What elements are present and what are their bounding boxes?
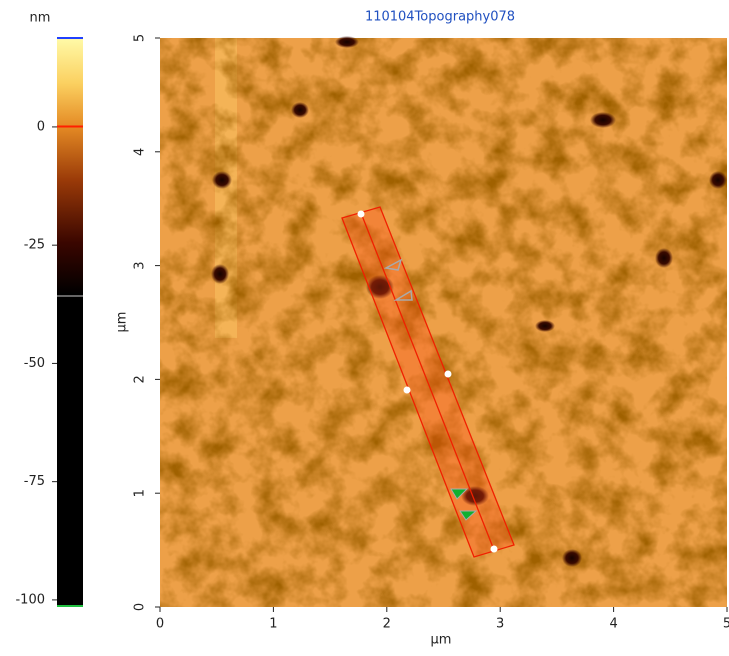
y-tick-label: 5 <box>133 34 148 42</box>
image <box>160 36 727 607</box>
x-tick-label: 2 <box>383 617 391 632</box>
x-tick-label: 1 <box>269 617 277 632</box>
y-tick-label: 4 <box>133 148 148 156</box>
chart-title: 110104Topography078 <box>365 10 515 25</box>
x-tick-label: 5 <box>723 617 729 632</box>
colorbar-tick-label: -75 <box>24 474 45 489</box>
chart: 110104Topography078 nm µm µm 0 1 2 3 4 5 0 1 2 3 4… <box>0 0 729 652</box>
y-axis-label: µm <box>115 312 130 333</box>
x-tick-label: 0 <box>156 617 164 632</box>
colorbar-tick-label: -100 <box>15 592 45 607</box>
x-tick-label: 4 <box>609 617 617 632</box>
colorbar-tick-label: -50 <box>24 356 45 371</box>
colorbar-tick-label: -25 <box>24 238 45 253</box>
y-tick-label: 1 <box>133 489 148 497</box>
y-tick-label: 0 <box>133 603 148 611</box>
colorbar-tick-label: 0 <box>37 119 45 134</box>
colorbar-label: nm <box>30 11 51 26</box>
x-tick-label: 3 <box>496 617 504 632</box>
x-axis-label: µm <box>431 633 452 648</box>
colorbar <box>57 38 83 607</box>
y-tick-label: 3 <box>133 261 148 269</box>
y-tick-label: 2 <box>133 375 148 383</box>
